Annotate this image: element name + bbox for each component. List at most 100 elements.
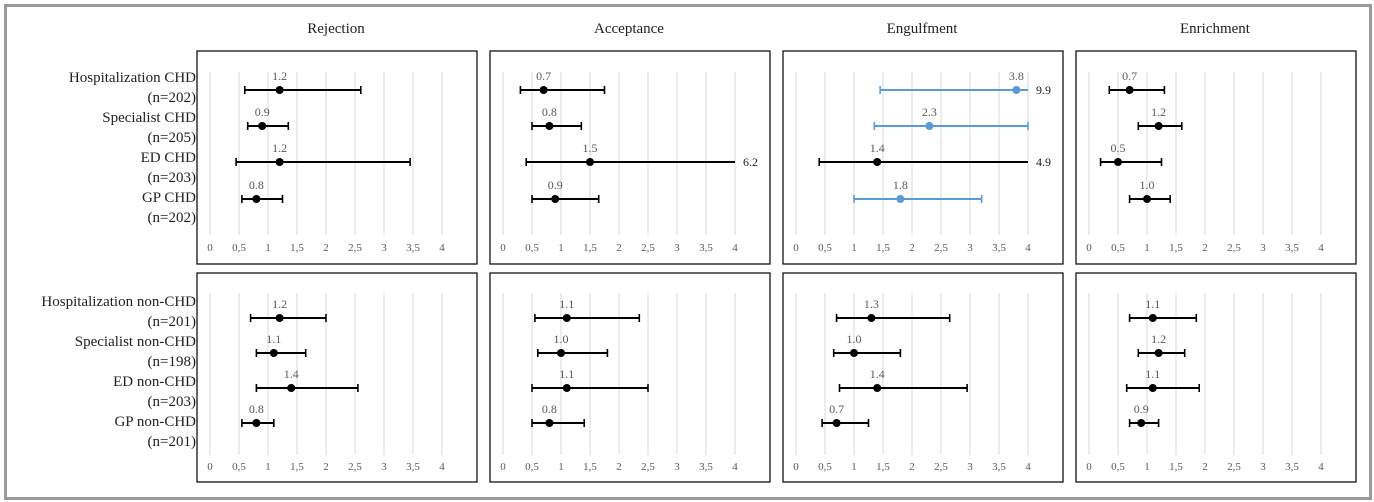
x-tick-label: 2,5 xyxy=(1227,242,1241,254)
point-estimate xyxy=(1148,384,1157,392)
x-tick-label: 2 xyxy=(1202,461,1208,473)
value-label: 0.7 xyxy=(536,69,551,83)
x-tick-label: 0,5 xyxy=(818,461,832,473)
panel-frame-rejection-non-chd xyxy=(196,272,478,483)
x-tick-label: 3,5 xyxy=(406,461,420,473)
row-label-name: GP non-CHD xyxy=(114,414,196,430)
value-label: 0.9 xyxy=(255,105,270,119)
x-tick-label: 0 xyxy=(500,242,506,254)
x-tick-label: 3 xyxy=(674,242,680,254)
column-title-enrichment: Enrichment xyxy=(1180,21,1250,37)
point-estimate xyxy=(1154,349,1163,357)
x-tick-label: 3 xyxy=(381,461,387,473)
x-tick-label: 0,5 xyxy=(818,242,832,254)
value-label: 1.0 xyxy=(847,332,862,346)
point-estimate xyxy=(1114,158,1122,166)
value-label: 3.8 xyxy=(1009,69,1024,83)
row-label-name: ED CHD xyxy=(140,150,196,166)
x-tick-label: 2,5 xyxy=(641,242,655,254)
row-label-name: Hospitalization non-CHD xyxy=(41,294,196,310)
x-tick-label: 0,5 xyxy=(232,461,246,473)
x-tick-label: 0 xyxy=(1086,242,1092,254)
point-estimate xyxy=(269,349,278,357)
x-tick-label: 1,5 xyxy=(583,461,597,473)
x-tick-label: 1 xyxy=(851,461,857,473)
x-tick-label: 2,5 xyxy=(641,461,655,473)
row-label-hospitalization-non-chd: Hospitalization non-CHD (n=201) xyxy=(8,292,196,332)
value-label: 0.8 xyxy=(542,105,557,119)
x-tick-label: 2 xyxy=(909,461,915,473)
x-tick-label: 2,5 xyxy=(1227,461,1241,473)
row-label-n: (n=205) xyxy=(147,130,196,146)
x-tick-label: 0,5 xyxy=(525,461,539,473)
point-estimate xyxy=(925,122,934,130)
x-tick-label: 3,5 xyxy=(699,461,713,473)
point-estimate xyxy=(539,86,548,94)
x-tick-label: 3 xyxy=(674,461,680,473)
x-tick-label: 0,5 xyxy=(232,242,246,254)
row-label-gp-non-chd: GP non-CHD (n=201) xyxy=(8,412,196,452)
x-tick-label: 4 xyxy=(439,242,445,254)
x-tick-label: 2 xyxy=(323,461,329,473)
value-label: 0.8 xyxy=(249,402,264,416)
point-estimate xyxy=(896,195,905,203)
point-estimate xyxy=(1012,86,1021,94)
row-label-hospitalization-chd: Hospitalization CHD (n=202) xyxy=(8,68,196,108)
row-label-name: GP CHD xyxy=(141,190,196,206)
x-tick-label: 1 xyxy=(265,242,271,254)
x-tick-label: 3 xyxy=(381,242,387,254)
value-label: 1.2 xyxy=(272,297,287,311)
x-tick-label: 1 xyxy=(1144,242,1150,254)
value-label: 1.4 xyxy=(870,367,885,381)
panel-frame-engulfment-non-chd xyxy=(782,272,1064,483)
upper-ci-label: 9.9 xyxy=(1036,83,1051,97)
row-label-specialist-chd: Specialist CHD (n=205) xyxy=(8,108,196,148)
row-label-gp-chd: GP CHD (n=202) xyxy=(8,188,196,228)
value-label: 1.3 xyxy=(864,297,879,311)
point-estimate xyxy=(850,349,858,357)
point-estimate xyxy=(545,419,554,427)
x-tick-label: 0,5 xyxy=(1111,461,1125,473)
row-label-name: Specialist non-CHD xyxy=(74,334,196,350)
value-label: 1.2 xyxy=(1151,332,1166,346)
x-tick-label: 0 xyxy=(1086,461,1092,473)
value-label: 1.2 xyxy=(272,69,287,83)
row-label-name: ED non-CHD xyxy=(113,374,196,390)
point-estimate xyxy=(252,419,261,427)
point-estimate xyxy=(275,86,284,94)
row-label-n: (n=201) xyxy=(147,314,196,330)
panel-frame-enrichment-non-chd xyxy=(1075,272,1357,483)
value-label: 0.9 xyxy=(1134,402,1149,416)
column-title-engulfment: Engulfment xyxy=(886,21,958,37)
row-label-name: Specialist CHD xyxy=(102,110,196,126)
row-label-n: (n=198) xyxy=(147,354,196,370)
point-estimate xyxy=(562,384,571,392)
x-tick-label: 2,5 xyxy=(934,461,948,473)
x-tick-label: 3 xyxy=(1260,461,1266,473)
x-tick-label: 1 xyxy=(1144,461,1150,473)
point-estimate xyxy=(586,158,594,166)
value-label: 1.2 xyxy=(1151,105,1166,119)
upper-ci-label: 6.2 xyxy=(743,155,758,169)
point-estimate xyxy=(557,349,565,357)
point-estimate xyxy=(258,122,267,130)
point-estimate xyxy=(1125,86,1134,94)
point-estimate xyxy=(873,384,882,392)
row-label-n: (n=203) xyxy=(147,394,196,410)
value-label: 1.8 xyxy=(893,178,908,192)
value-label: 0.7 xyxy=(829,402,844,416)
x-tick-label: 3,5 xyxy=(1285,461,1299,473)
point-estimate xyxy=(275,314,284,322)
x-tick-label: 4 xyxy=(439,461,445,473)
x-tick-label: 2 xyxy=(616,461,622,473)
value-label: 1.0 xyxy=(1140,178,1155,192)
row-label-ed-chd: ED CHD (n=203) xyxy=(8,148,196,188)
point-estimate xyxy=(832,419,841,427)
x-tick-label: 4 xyxy=(732,242,738,254)
point-estimate xyxy=(551,195,560,203)
value-label: 1.4 xyxy=(284,367,299,381)
value-label: 0.9 xyxy=(548,178,563,192)
value-label: 1.1 xyxy=(559,297,574,311)
row-label-n: (n=203) xyxy=(147,170,196,186)
x-tick-label: 3 xyxy=(967,461,973,473)
